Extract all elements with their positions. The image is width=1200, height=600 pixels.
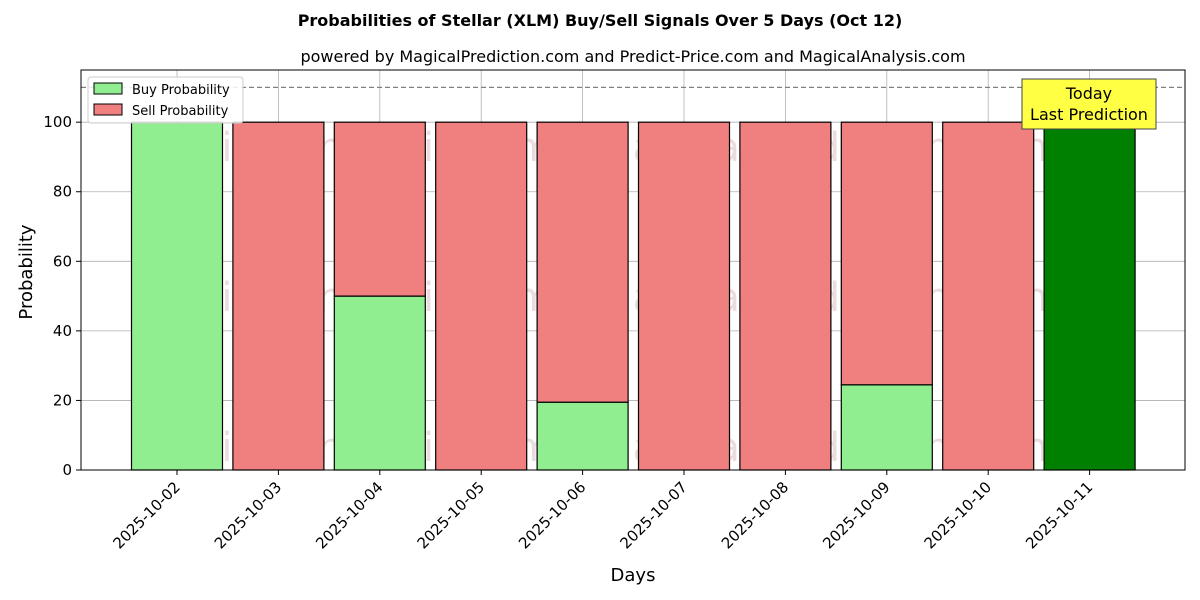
x-tick-label: 2025-10-05 — [414, 478, 488, 552]
x-tick-label: 2025-10-07 — [616, 478, 690, 552]
sell-bar-2025-10-03 — [232, 121, 325, 471]
x-tick-label: 2025-10-08 — [718, 478, 792, 552]
x-tick-label: 2025-10-02 — [109, 478, 183, 552]
x-tick-label: 2025-10-06 — [515, 478, 589, 552]
buy-bar-2025-10-11 — [1043, 121, 1136, 471]
annotation-box — [1021, 78, 1157, 130]
legend-box — [87, 76, 244, 124]
sell-bar-2025-10-07 — [637, 121, 731, 471]
y-tick-label: 60 — [53, 252, 72, 270]
legend: Buy Probability Sell Probability — [87, 76, 244, 124]
annotation-line-2: Last Prediction — [1030, 105, 1148, 124]
chart-title: Probabilities of Stellar (XLM) Buy/Sell … — [298, 11, 903, 30]
sell-bar-2025-10-05 — [435, 121, 528, 471]
legend-label-buy: Buy Probability — [132, 83, 230, 98]
bars — [130, 121, 1136, 471]
today-annotation: Today Last Prediction — [1021, 78, 1157, 130]
y-axis-label: Probability — [16, 224, 37, 319]
y-tick-label: 0 — [62, 461, 72, 479]
legend-label-sell: Sell Probability — [132, 104, 229, 119]
y-tick-label: 40 — [53, 322, 72, 340]
buy-bar-2025-10-02 — [130, 121, 224, 471]
sell-bar-2025-10-06 — [536, 121, 629, 403]
x-tick-label: 2025-10-09 — [819, 478, 893, 552]
x-tick-label: 2025-10-10 — [921, 478, 995, 552]
legend-swatch-sell — [93, 103, 123, 116]
x-tick-label: 2025-10-03 — [211, 478, 285, 552]
sell-bar-2025-10-08 — [739, 121, 832, 471]
y-tick-label: 100 — [43, 113, 72, 131]
buy-bar-2025-10-06 — [536, 401, 629, 471]
sell-bar-2025-10-04 — [333, 121, 426, 297]
annotation-line-1: Today — [1065, 84, 1112, 103]
x-axis-label: Days — [611, 565, 656, 586]
buy-bar-2025-10-09 — [840, 384, 933, 471]
sell-bar-2025-10-10 — [942, 121, 1035, 471]
y-tick-label: 80 — [53, 183, 72, 201]
y-tick-label: 20 — [53, 391, 72, 409]
sell-bar-2025-10-09 — [840, 121, 933, 386]
x-tick-label: 2025-10-11 — [1022, 478, 1096, 552]
legend-swatch-buy — [93, 82, 123, 95]
chart-subtitle: powered by MagicalPrediction.com and Pre… — [300, 47, 965, 66]
buy-bar-2025-10-04 — [333, 295, 426, 471]
plot-area — [80, 69, 1186, 471]
x-tick-label: 2025-10-04 — [312, 478, 386, 552]
